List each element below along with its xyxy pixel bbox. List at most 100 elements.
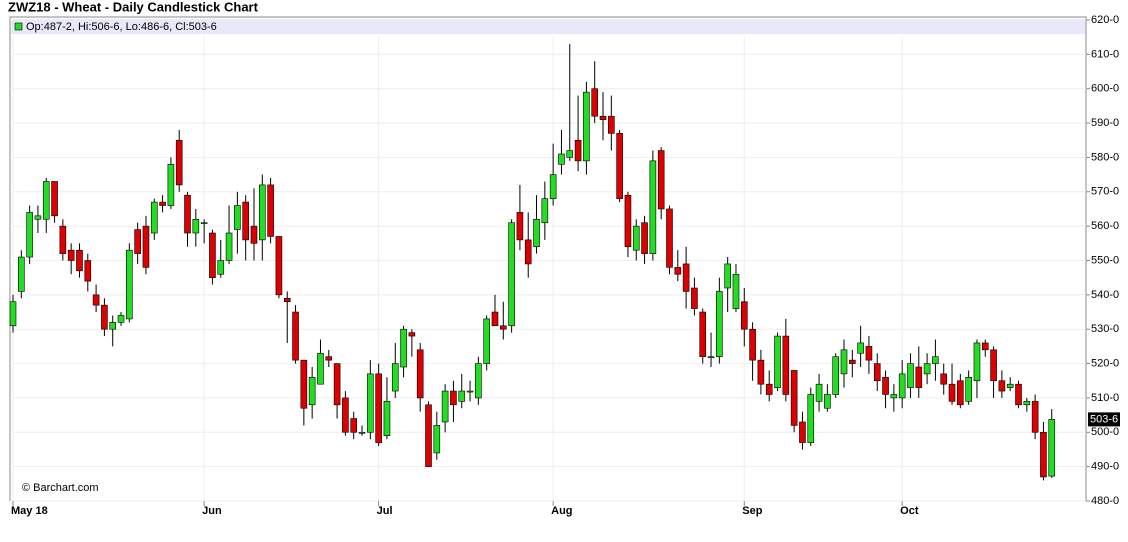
candle-body — [317, 352, 324, 385]
candle-body — [616, 133, 623, 199]
candle-body — [740, 301, 748, 330]
candle-body — [126, 249, 133, 320]
candle-body — [375, 373, 382, 443]
candle-body — [342, 397, 349, 433]
candle-body — [624, 194, 632, 248]
candle-body — [691, 287, 698, 309]
candle-body — [824, 394, 831, 409]
candle-body — [957, 380, 964, 406]
candle-body — [508, 222, 515, 327]
candle-body — [1023, 401, 1031, 406]
candle-body — [292, 311, 299, 361]
candle-body — [516, 212, 524, 241]
x-tick-label: Sep — [742, 505, 762, 517]
candle-body — [524, 239, 532, 265]
x-tick-label: Oct — [900, 505, 919, 517]
y-tick-label: 530-0 — [1091, 323, 1119, 335]
chart-title: ZWZ18 - Wheat - Daily Candlestick Chart — [8, 0, 259, 14]
candle-body — [533, 218, 540, 248]
x-tick-label: Jul — [377, 505, 393, 517]
candle-body — [574, 139, 582, 162]
candle-body — [915, 366, 923, 388]
plot-frame — [9, 16, 1087, 502]
candle-body — [998, 380, 1006, 392]
candle-body — [192, 218, 200, 234]
candle-body — [441, 390, 449, 423]
candle-body — [541, 198, 549, 224]
candle-body — [109, 322, 117, 330]
candle-body — [325, 356, 333, 361]
candle-body — [59, 225, 67, 254]
candle-body — [549, 174, 557, 199]
candle-body — [101, 304, 108, 330]
candle-body — [774, 335, 781, 388]
candle-body — [873, 363, 881, 382]
candle-body — [200, 222, 208, 225]
candle-body — [51, 181, 58, 217]
candle-body — [674, 267, 682, 275]
candle-body — [815, 383, 823, 402]
candle-body — [92, 294, 100, 306]
x-tick-label: May 18 — [11, 505, 48, 517]
candle-body — [765, 383, 773, 395]
candle-body — [450, 390, 457, 406]
y-tick-label: 610-0 — [1091, 48, 1119, 60]
candle-body — [433, 425, 441, 454]
candle-body — [649, 160, 657, 254]
candle-body — [217, 260, 225, 275]
y-tick-label: 520-0 — [1091, 357, 1119, 369]
y-tick-label: 490-0 — [1091, 461, 1119, 473]
candle-body — [657, 150, 665, 210]
candle-body — [583, 91, 590, 162]
candle-body — [475, 363, 482, 399]
candle-body — [391, 363, 399, 392]
candle-body — [849, 359, 856, 364]
y-tick-label: 600-0 — [1091, 83, 1119, 95]
candle-body — [857, 342, 864, 354]
candle-body — [973, 342, 981, 382]
candle-body — [175, 139, 183, 186]
candle-body — [724, 263, 731, 289]
candle-body — [283, 297, 291, 303]
credit: © Barchart.com — [22, 482, 99, 494]
x-tick-label: Jun — [202, 505, 222, 517]
info-bar — [11, 19, 1085, 34]
y-tick-label: 570-0 — [1091, 186, 1119, 198]
candle-body — [84, 260, 92, 282]
candle-body — [923, 363, 931, 375]
candle-body — [76, 249, 83, 272]
candle-body — [799, 421, 806, 443]
candle-body — [907, 363, 914, 388]
candle-body — [990, 349, 997, 382]
candle-body — [267, 184, 274, 237]
candle-body — [840, 349, 848, 375]
candle-body — [757, 359, 765, 385]
y-tick-label: 510-0 — [1091, 392, 1119, 404]
candle-body — [558, 153, 565, 165]
candle-body — [400, 328, 407, 368]
candle-body — [333, 363, 341, 406]
candle-body — [890, 394, 898, 399]
candle-body — [1006, 383, 1014, 388]
candle-body — [749, 328, 756, 361]
y-tick-label: 550-0 — [1091, 254, 1119, 266]
candle-body — [865, 346, 873, 361]
candle-body — [159, 201, 166, 206]
candle-body — [882, 377, 889, 395]
candle-body — [117, 315, 125, 323]
candle-body — [67, 249, 75, 261]
candle-body — [632, 225, 640, 251]
y-tick-label: 590-0 — [1091, 117, 1119, 129]
candle-body — [408, 332, 416, 337]
candle-body — [425, 404, 432, 467]
y-tick-label: 480-0 — [1091, 495, 1119, 507]
candle-body — [134, 229, 141, 254]
candle-body — [807, 394, 815, 443]
candle-body — [367, 373, 374, 433]
candle-body — [641, 222, 648, 254]
y-tick-label: 560-0 — [1091, 220, 1119, 232]
candle-body — [350, 418, 358, 433]
candle-body — [26, 212, 33, 258]
candle-body — [258, 184, 266, 241]
candle-body — [184, 194, 191, 234]
